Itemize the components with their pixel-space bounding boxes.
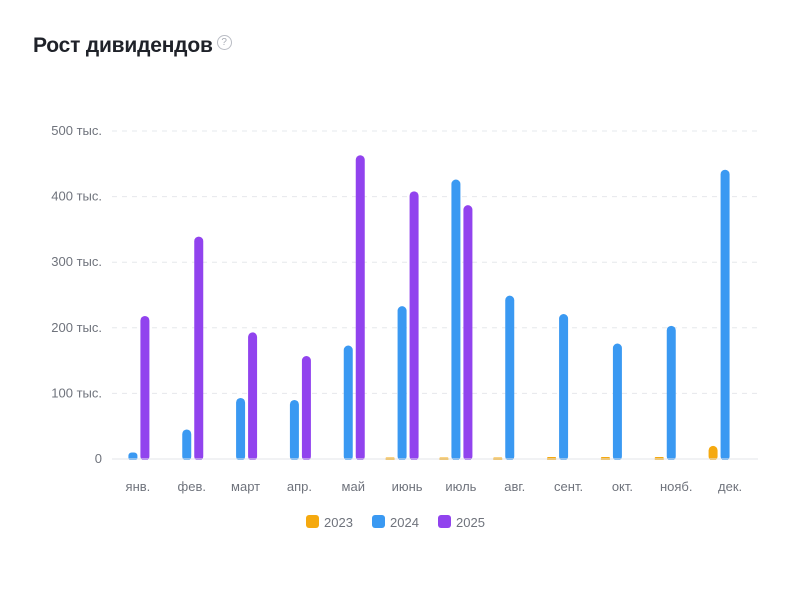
help-icon[interactable]: ? — [216, 35, 232, 50]
bar-2024-11[interactable] — [720, 169, 730, 462]
bar-2025-0[interactable] — [140, 315, 150, 461]
y-tick-label: 0 — [95, 451, 102, 466]
x-tick-label: янв. — [126, 479, 151, 494]
x-tick-label: март — [231, 479, 260, 494]
bar-2025-6[interactable] — [463, 205, 473, 461]
bar-2024-8[interactable] — [559, 314, 569, 461]
bar-2023-11[interactable] — [708, 445, 718, 461]
baseline-mask — [112, 460, 758, 466]
bar-2025-3[interactable] — [301, 356, 311, 461]
y-tick-label: 400 тыс. — [51, 189, 102, 204]
x-tick-label: нояб. — [660, 479, 693, 494]
bar-2024-0[interactable] — [128, 452, 138, 461]
legend-swatch-2025[interactable] — [438, 515, 451, 528]
x-tick-label: май — [342, 479, 365, 494]
bar-2024-9[interactable] — [612, 343, 622, 461]
bar-2024-2[interactable] — [236, 397, 246, 461]
bar-2024-10[interactable] — [666, 325, 676, 461]
x-tick-label: фев. — [178, 479, 206, 494]
bar-2025-2[interactable] — [248, 332, 258, 461]
bar-2025-1[interactable] — [194, 236, 204, 461]
bar-2024-3[interactable] — [289, 399, 299, 461]
y-tick-label: 300 тыс. — [51, 254, 102, 269]
bar-2024-7[interactable] — [505, 295, 515, 461]
title-row: Рост дивидендов ? — [33, 34, 232, 58]
y-tick-label: 500 тыс. — [51, 123, 102, 138]
x-tick-label: июль — [445, 479, 476, 494]
y-tick-label: 200 тыс. — [51, 320, 102, 335]
x-tick-label: авг. — [504, 479, 525, 494]
bar-2025-4[interactable] — [355, 155, 365, 461]
x-tick-label: дек. — [718, 479, 742, 494]
legend-swatch-2023[interactable] — [306, 515, 319, 528]
legend-label-2024[interactable]: 2024 — [390, 515, 419, 530]
bar-2024-4[interactable] — [343, 345, 353, 461]
legend-label-2023[interactable]: 2023 — [324, 515, 353, 530]
x-tick-label: апр. — [287, 479, 312, 494]
legend-label-2025[interactable]: 2025 — [456, 515, 485, 530]
bar-2025-5[interactable] — [409, 191, 419, 462]
x-tick-label: июнь — [392, 479, 423, 494]
y-tick-label: 100 тыс. — [51, 385, 102, 400]
legend-swatch-2024[interactable] — [372, 515, 385, 528]
x-tick-label: сент. — [554, 479, 583, 494]
bar-2024-1[interactable] — [182, 429, 192, 461]
bar-2024-5[interactable] — [397, 306, 407, 461]
chart-title: Рост дивидендов — [33, 34, 213, 57]
bar-2024-6[interactable] — [451, 179, 461, 461]
x-tick-label: окт. — [612, 479, 633, 494]
